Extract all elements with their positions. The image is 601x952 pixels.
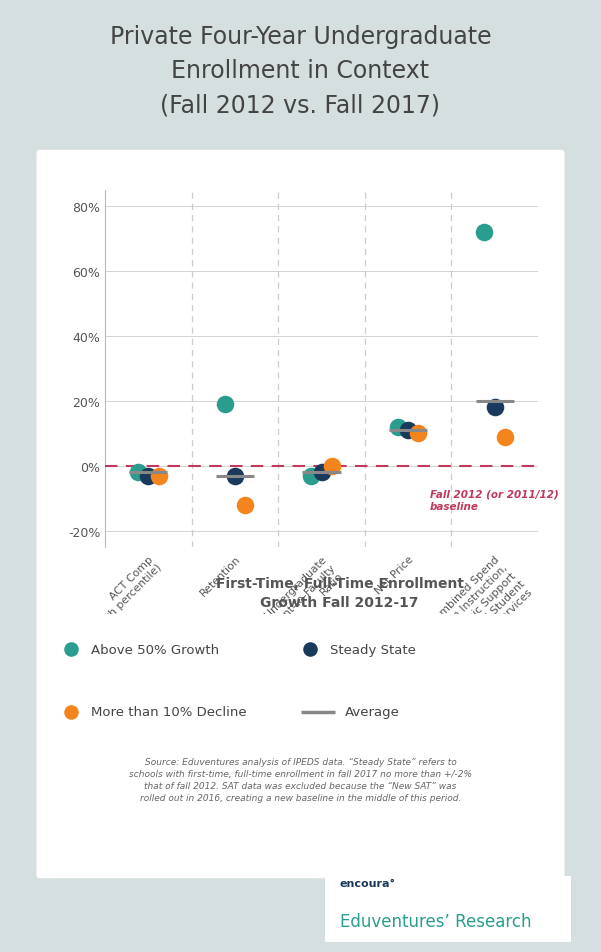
Point xyxy=(490,400,499,415)
Text: encoura°: encoura° xyxy=(340,879,395,888)
Text: Retention: Retention xyxy=(198,554,242,598)
Text: Combined Spend
on Instruction,
Academic Support
and Student
Services: Combined Spend on Instruction, Academic … xyxy=(424,554,534,664)
Point xyxy=(393,420,403,435)
Text: Net Price: Net Price xyxy=(373,554,415,596)
Point xyxy=(500,429,510,445)
Text: Source: Eduventures analysis of IPEDS data. “Steady State” refers to
schools wit: Source: Eduventures analysis of IPEDS da… xyxy=(129,757,472,803)
Point xyxy=(307,468,316,484)
Point xyxy=(403,423,413,438)
Text: Average: Average xyxy=(345,705,400,718)
Point xyxy=(317,466,326,481)
Point xyxy=(305,642,315,657)
Point xyxy=(327,459,337,474)
Point xyxy=(154,468,163,484)
Text: Fall 2012 (or 2011/12)
baseline: Fall 2012 (or 2011/12) baseline xyxy=(430,489,558,511)
Point xyxy=(133,466,143,481)
Point xyxy=(240,498,250,513)
Point xyxy=(480,225,489,240)
Point xyxy=(144,468,153,484)
Point xyxy=(413,426,423,442)
Text: Private Four-Year Undergraduate
Enrollment in Context
(Fall 2012 vs. Fall 2017): Private Four-Year Undergraduate Enrollme… xyxy=(110,25,491,118)
Text: Steady State: Steady State xyxy=(330,644,416,656)
Text: First-Time, Full-Time Enrollment
Growth Fall 2012-17: First-Time, Full-Time Enrollment Growth … xyxy=(216,576,463,609)
Text: ACT Comp
(25th percentile): ACT Comp (25th percentile) xyxy=(84,554,163,634)
Text: More than 10% Decline: More than 10% Decline xyxy=(91,705,246,718)
Point xyxy=(230,468,240,484)
Point xyxy=(67,704,76,720)
Text: Above 50% Growth: Above 50% Growth xyxy=(91,644,219,656)
Text: Eduventures’ Research: Eduventures’ Research xyxy=(340,912,531,929)
Point xyxy=(67,642,76,657)
Point xyxy=(220,397,230,412)
Text: Undergraduate
Student-to-Faculty
Ratio: Undergraduate Student-to-Faculty Ratio xyxy=(251,554,345,648)
